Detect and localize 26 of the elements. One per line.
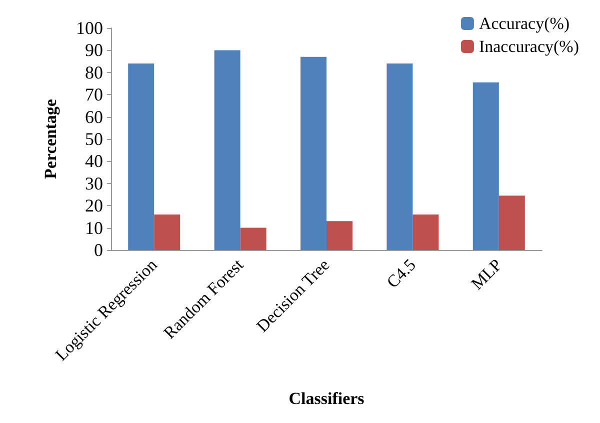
bar <box>412 214 439 250</box>
y-tick-label: 80 <box>85 62 103 82</box>
y-tick-label: 40 <box>85 151 103 172</box>
y-tick-label: 30 <box>85 173 103 194</box>
y-tick-label: 60 <box>85 106 103 127</box>
y-tick-label: 0 <box>94 240 103 260</box>
x-axis-title: Classifiers <box>288 389 365 408</box>
y-tick-label: 90 <box>85 40 103 60</box>
y-tick-label: 50 <box>85 129 103 149</box>
legend-label: Accuracy(%) <box>478 14 570 33</box>
bar <box>128 64 154 250</box>
bar <box>326 221 352 250</box>
bar <box>300 56 326 250</box>
bar <box>154 214 180 250</box>
bar <box>214 50 240 250</box>
bar <box>240 228 266 250</box>
y-tick-label: 20 <box>85 196 103 216</box>
y-tick-label: 70 <box>85 84 103 105</box>
x-tick-label: C4.5 <box>382 255 420 292</box>
y-tick-label: 10 <box>85 218 103 238</box>
y-tick-label: 100 <box>76 18 103 38</box>
legend-label: Inaccuracy(%) <box>478 37 580 56</box>
bar <box>472 82 499 250</box>
bar <box>498 196 525 250</box>
y-axis-title: Percentage <box>41 98 60 179</box>
bar <box>386 64 413 250</box>
